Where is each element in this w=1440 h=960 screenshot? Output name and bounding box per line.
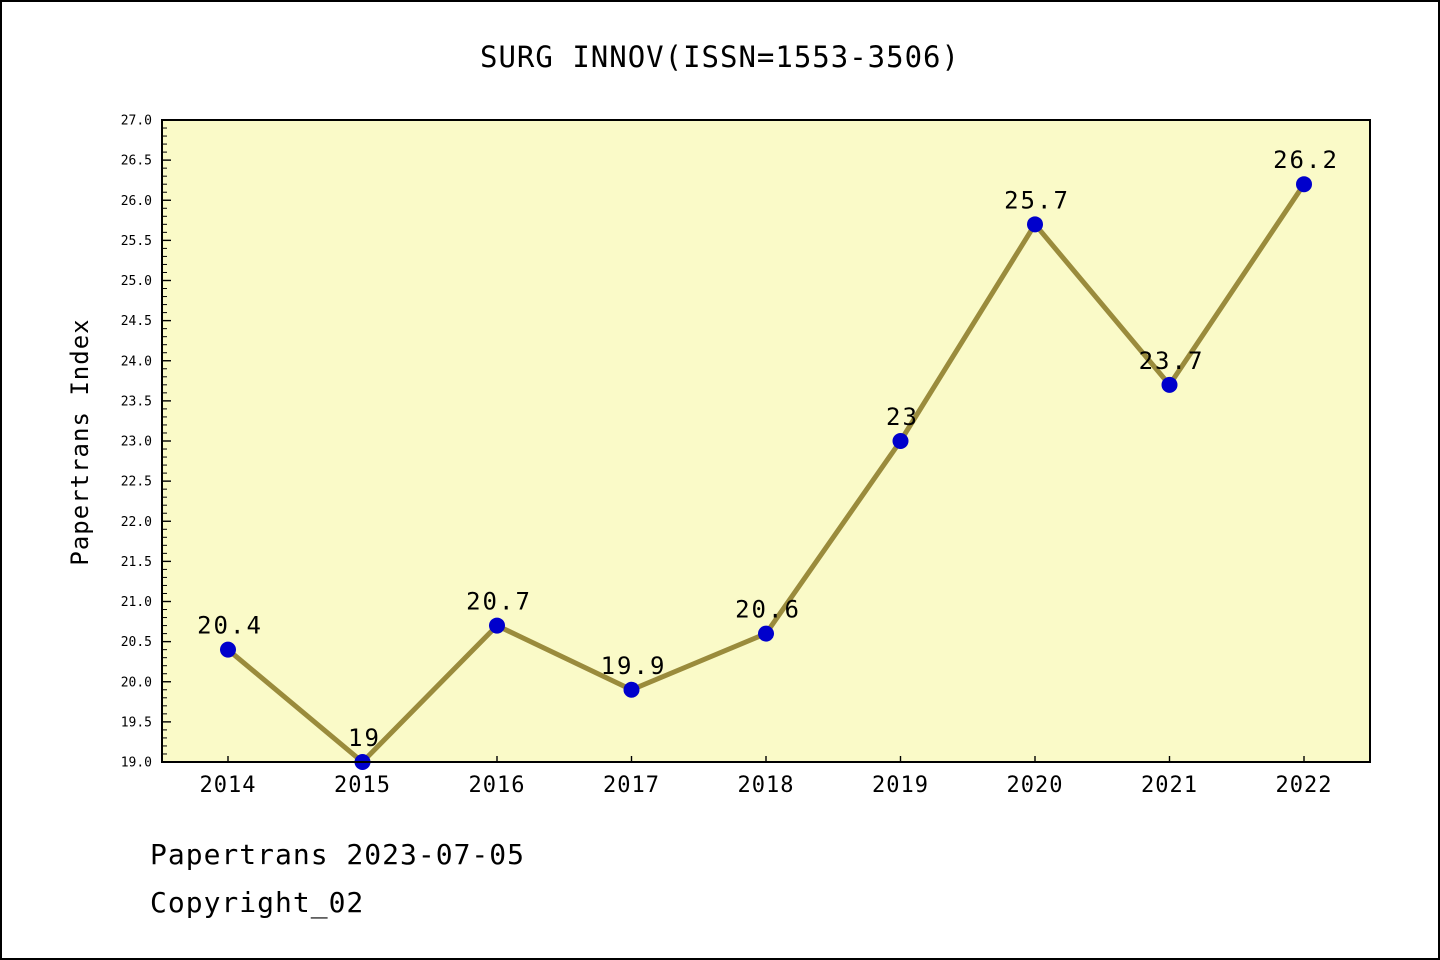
y-tick-label: 26.5: [121, 154, 152, 169]
chart-title: SURG INNOV(ISSN=1553-3506): [480, 40, 960, 74]
data-point: [623, 681, 640, 698]
plot-border: [161, 119, 1371, 763]
y-tick-label: 23.5: [121, 394, 152, 409]
data-point: [220, 641, 236, 658]
x-tick-label: 2015: [334, 773, 391, 798]
y-tick-label: 19.0: [121, 756, 152, 771]
point-label: 23.7: [1139, 347, 1205, 375]
point-label: 26.2: [1273, 146, 1339, 174]
point-label: 25.7: [1004, 186, 1070, 214]
y-tick-label: 21.0: [121, 595, 152, 610]
y-tick-label: 19.5: [121, 715, 152, 730]
x-tick-label: 2019: [872, 773, 929, 798]
y-tick-label: 22.0: [121, 515, 152, 530]
y-tick-label: 26.0: [121, 194, 152, 209]
y-tick-label: 22.5: [121, 475, 152, 490]
y-tick-label: 20.5: [121, 635, 152, 650]
data-point: [489, 617, 505, 634]
y-tick-label: 25.0: [121, 274, 152, 289]
point-label: 20.6: [735, 596, 801, 624]
footer-date: Papertrans 2023-07-05: [150, 838, 526, 871]
x-tick-label: 2018: [738, 773, 795, 798]
y-tick-label: 21.5: [121, 555, 152, 570]
point-label: 19.9: [601, 652, 667, 680]
y-tick-label: 24.5: [121, 314, 152, 329]
y-tick-label: 27.0: [121, 114, 152, 129]
x-tick-label: 2016: [469, 773, 526, 798]
point-label: 20.7: [466, 588, 532, 616]
y-tick-label: 20.0: [121, 675, 152, 690]
data-point: [1296, 176, 1312, 193]
point-label: 20.4: [197, 612, 263, 640]
data-point: [758, 625, 774, 642]
x-tick-label: 2017: [603, 773, 660, 798]
plot-background: [162, 120, 1370, 762]
point-label: 23: [886, 403, 919, 431]
y-tick-label: 25.5: [121, 234, 152, 249]
data-point: [1027, 216, 1043, 233]
y-tick-label: 24.0: [121, 354, 152, 369]
point-label: 19: [348, 724, 381, 752]
x-tick-label: 2021: [1141, 773, 1198, 798]
x-tick-label: 2022: [1276, 773, 1333, 798]
y-tick-label: 23.0: [121, 435, 152, 450]
data-point: [1161, 376, 1178, 393]
data-point: [892, 433, 909, 449]
footer-copyright: Copyright_02: [150, 886, 365, 919]
x-tick-label: 2020: [1007, 773, 1064, 798]
x-tick-label: 2014: [200, 773, 257, 798]
